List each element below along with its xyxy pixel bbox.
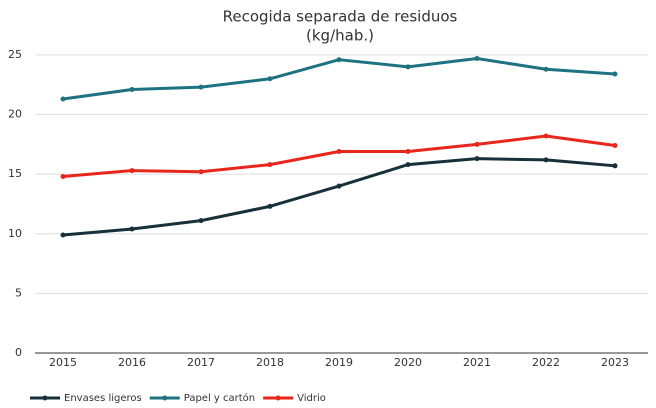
x-tick-label: 2015: [49, 356, 77, 369]
data-point: [129, 226, 135, 232]
legend-label: Envases ligeros: [64, 393, 142, 404]
data-point: [336, 57, 342, 63]
data-point: [405, 64, 411, 70]
data-point: [474, 156, 480, 162]
data-point: [129, 168, 135, 174]
x-tick-label: 2019: [325, 356, 353, 369]
data-point: [543, 66, 549, 72]
data-point: [405, 149, 411, 154]
legend-marker: [42, 395, 48, 401]
data-point: [60, 232, 66, 238]
x-tick-label: 2016: [118, 356, 146, 369]
data-point: [543, 133, 549, 139]
data-point: [474, 141, 480, 147]
y-tick-label: 25: [8, 48, 22, 61]
data-point: [336, 183, 342, 189]
data-point: [405, 162, 411, 168]
x-tick-label: 2023: [601, 356, 629, 369]
data-point: [474, 56, 480, 61]
data-point: [336, 149, 342, 154]
data-point: [543, 157, 549, 163]
chart-title: Recogida separada de residuos: [223, 8, 458, 26]
x-tick-label: 2017: [187, 356, 215, 369]
chart-subtitle: (kg/hab.): [306, 27, 374, 45]
data-point: [60, 96, 66, 102]
legend-marker: [162, 395, 168, 401]
y-tick-label: 15: [8, 167, 22, 180]
data-point: [198, 218, 204, 224]
y-tick-label: 20: [8, 108, 22, 121]
data-point: [198, 169, 204, 175]
data-point: [612, 143, 618, 149]
legend-label: Vidrio: [297, 393, 326, 404]
series-line: [62, 57, 616, 101]
y-tick-label: 10: [8, 227, 22, 240]
y-tick-label: 0: [15, 346, 22, 359]
series-line: [62, 134, 616, 179]
x-tick-label: 2018: [256, 356, 284, 369]
data-point: [267, 203, 273, 209]
data-point: [612, 163, 618, 169]
data-point: [612, 71, 618, 77]
x-tick-label: 2020: [394, 356, 422, 369]
data-point: [60, 174, 66, 180]
legend-marker: [275, 395, 281, 401]
x-tick-label: 2021: [463, 356, 491, 369]
data-point: [267, 76, 273, 82]
data-point: [129, 87, 135, 92]
data-point: [267, 162, 273, 168]
legend-label: Papel y cartón: [184, 392, 255, 404]
data-point: [198, 84, 204, 90]
y-tick-label: 5: [15, 286, 22, 299]
x-tick-label: 2022: [532, 356, 560, 369]
